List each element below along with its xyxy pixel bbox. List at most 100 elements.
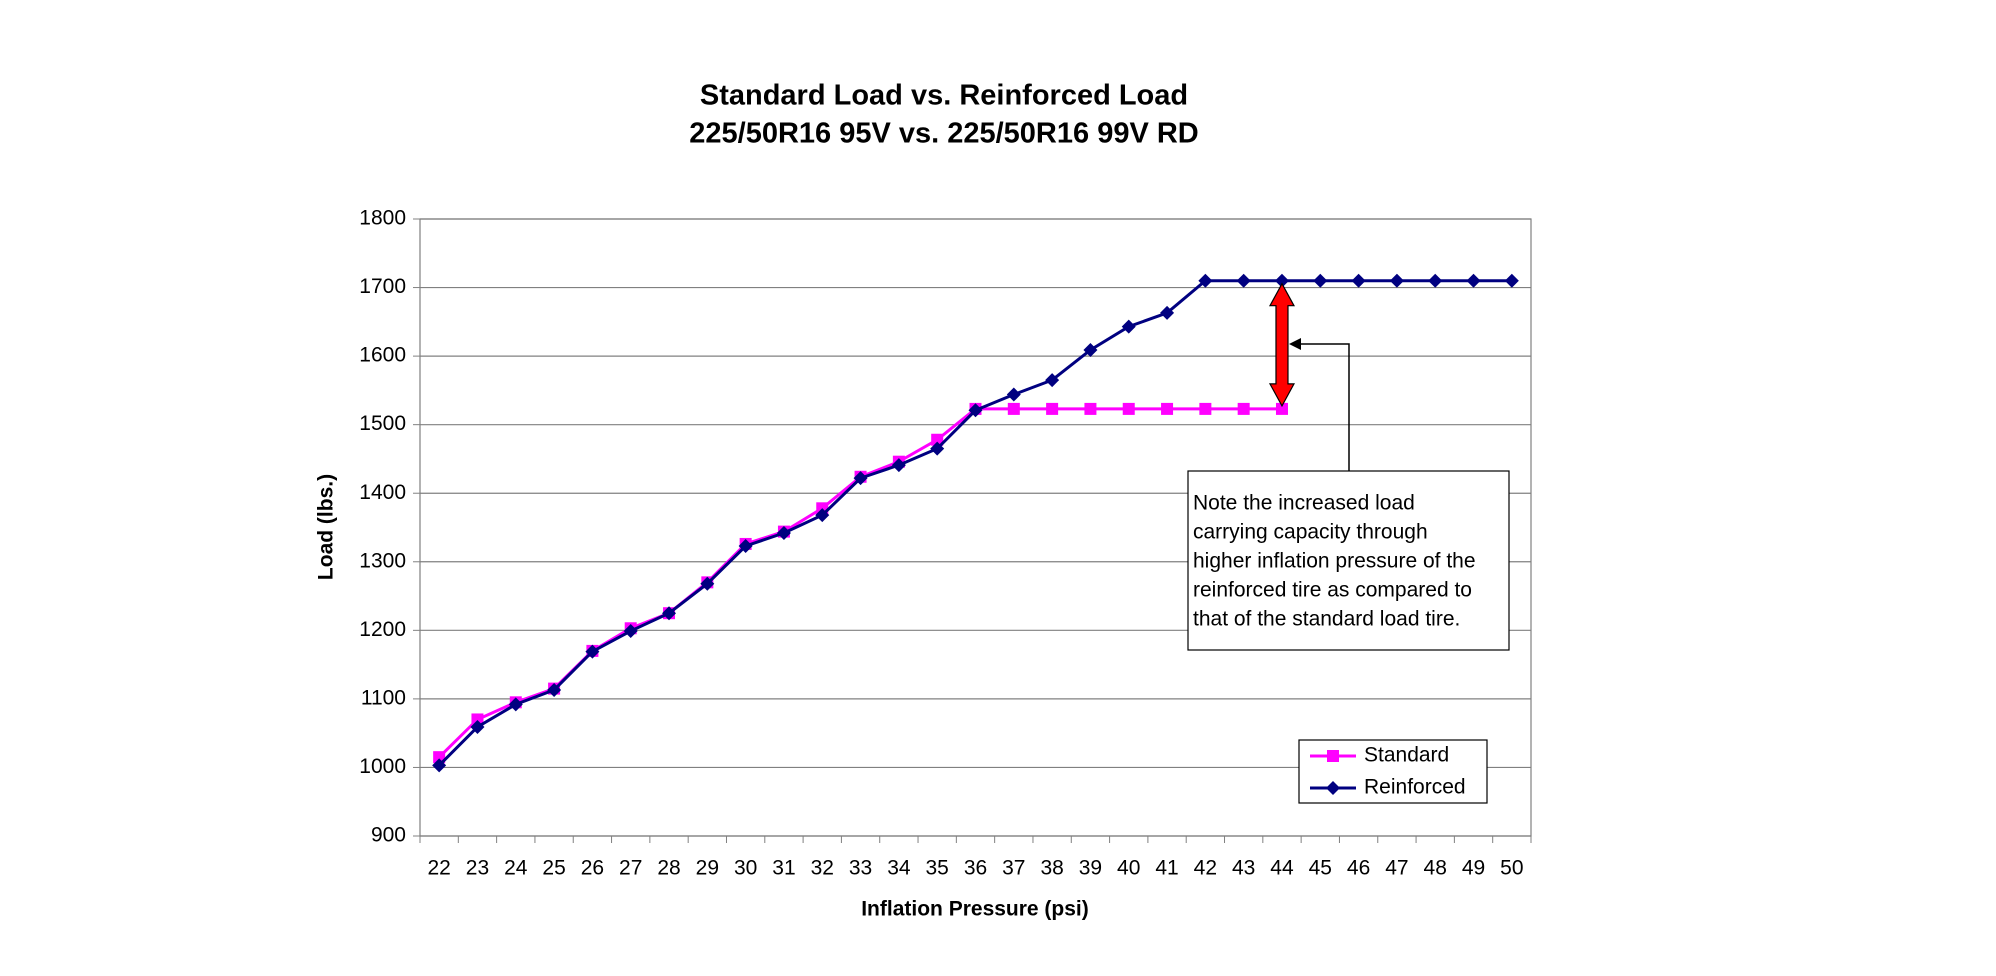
- marker: [1122, 402, 1135, 415]
- annotation-pointer: [1298, 343, 1350, 471]
- marker: [1161, 402, 1174, 415]
- marker: [1275, 402, 1288, 415]
- x-tick-label: 48: [1424, 857, 1447, 880]
- y-tick-label: 1200: [359, 618, 406, 641]
- x-tick-label: 30: [734, 857, 757, 880]
- x-tick-label: 22: [427, 857, 450, 880]
- annotation-pointer-head: [1289, 338, 1301, 350]
- annotation-box: [1187, 470, 1510, 651]
- marker: [931, 433, 944, 446]
- chart-title: Standard Load vs. Reinforced Load: [700, 80, 1188, 112]
- y-tick-label: 1100: [361, 686, 406, 709]
- legend-label: Reinforced: [1364, 776, 1466, 799]
- marker: [1326, 781, 1340, 795]
- x-tick-label: 33: [849, 857, 872, 880]
- marker: [1045, 373, 1060, 388]
- x-tick-label: 23: [466, 857, 489, 880]
- marker: [968, 403, 983, 418]
- marker: [1007, 402, 1020, 415]
- x-tick-label: 28: [657, 857, 680, 880]
- x-axis-label: Inflation Pressure (psi): [861, 898, 1089, 921]
- marker: [1046, 402, 1059, 415]
- annotation-text: Note the increased load: [1193, 492, 1415, 515]
- marker: [930, 441, 945, 456]
- marker: [508, 697, 523, 712]
- annotation-text: reinforced tire as compared to: [1193, 579, 1472, 602]
- marker: [432, 758, 447, 773]
- x-tick-label: 24: [504, 857, 528, 880]
- x-tick-label: 25: [542, 857, 565, 880]
- marker: [1313, 273, 1328, 288]
- marker: [1466, 273, 1481, 288]
- x-tick-label: 37: [1002, 857, 1025, 880]
- x-tick-label: 41: [1155, 857, 1178, 880]
- marker: [1199, 402, 1212, 415]
- series-line: [438, 407, 1282, 759]
- y-tick-label: 1000: [359, 755, 406, 778]
- plot-border: [419, 218, 1532, 837]
- marker: [1006, 387, 1021, 402]
- annotation-text: that of the standard load tire.: [1193, 608, 1460, 631]
- marker: [1351, 273, 1366, 288]
- marker: [776, 525, 791, 540]
- marker: [700, 576, 715, 591]
- marker: [1121, 319, 1136, 334]
- x-tick-label: 38: [1040, 857, 1063, 880]
- x-tick-label: 42: [1194, 857, 1217, 880]
- marker: [1327, 750, 1339, 762]
- marker: [1237, 402, 1250, 415]
- y-tick-label: 1700: [359, 275, 406, 298]
- marker: [815, 508, 830, 523]
- x-tick-label: 46: [1347, 857, 1370, 880]
- annotation-text: higher inflation pressure of the: [1193, 550, 1476, 573]
- y-axis-label: Load (lbs.): [315, 474, 338, 580]
- marker: [471, 713, 484, 726]
- x-tick-label: 49: [1462, 857, 1485, 880]
- y-tick-label: 1500: [359, 412, 406, 435]
- y-tick-label: 900: [371, 824, 406, 847]
- marker: [1083, 342, 1098, 357]
- marker: [738, 539, 753, 554]
- chart-subtitle: 225/50R16 95V vs. 225/50R16 99V RD: [689, 118, 1198, 150]
- x-tick-label: 27: [619, 857, 642, 880]
- x-tick-label: 36: [964, 857, 987, 880]
- marker: [433, 751, 446, 764]
- x-tick-label: 35: [926, 857, 949, 880]
- x-tick-label: 26: [581, 857, 604, 880]
- marker: [1236, 273, 1251, 288]
- x-tick-label: 29: [696, 857, 719, 880]
- marker: [547, 682, 562, 697]
- marker: [1198, 273, 1213, 288]
- y-tick-label: 1300: [359, 549, 406, 572]
- marker: [1389, 273, 1404, 288]
- marker: [1428, 273, 1443, 288]
- y-tick-label: 1800: [359, 207, 406, 230]
- marker: [853, 471, 868, 486]
- y-tick-label: 1600: [359, 344, 406, 367]
- y-tick-label: 1400: [359, 481, 406, 504]
- marker: [623, 624, 638, 639]
- legend: Standard Reinforced: [1298, 739, 1488, 804]
- x-tick-label: 44: [1270, 857, 1294, 880]
- marker: [1504, 273, 1519, 288]
- marker: [662, 606, 677, 621]
- x-tick-label: 50: [1500, 857, 1523, 880]
- x-tick-label: 45: [1309, 857, 1332, 880]
- marker: [585, 644, 600, 659]
- x-tick-label: 31: [772, 857, 795, 880]
- x-tick-label: 32: [811, 857, 834, 880]
- marker: [891, 458, 906, 473]
- x-tick-label: 47: [1385, 857, 1408, 880]
- marker: [1160, 305, 1175, 320]
- marker: [1084, 402, 1097, 415]
- marker: [470, 719, 485, 734]
- annotation-text: carrying capacity through: [1193, 521, 1428, 544]
- x-tick-label: 39: [1079, 857, 1102, 880]
- x-tick-label: 34: [887, 857, 911, 880]
- difference-arrow: [1268, 282, 1295, 408]
- x-tick-label: 40: [1117, 857, 1140, 880]
- x-tick-label: 43: [1232, 857, 1255, 880]
- legend-label: Standard: [1364, 744, 1449, 767]
- marker: [1274, 273, 1289, 288]
